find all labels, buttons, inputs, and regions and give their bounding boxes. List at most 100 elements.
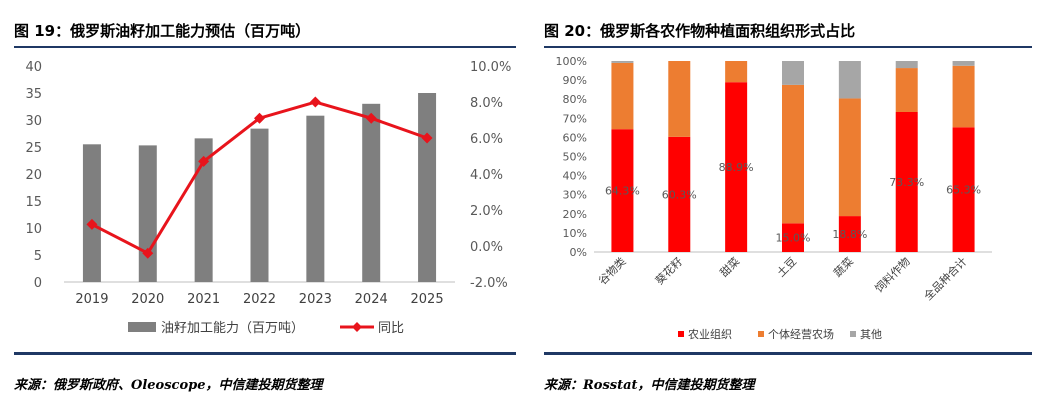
y-left-tick-label: 25 — [25, 141, 42, 156]
legend-marker-yoy — [352, 322, 362, 332]
y-left-tick-label: 35 — [25, 87, 42, 102]
capacity-bar — [250, 128, 269, 282]
x-tick-label: 谷物类 — [595, 254, 628, 287]
yoy-point — [421, 132, 433, 144]
stack-segment-agri-org — [952, 127, 975, 252]
x-tick-label: 2019 — [75, 292, 108, 307]
x-tick-label: 全品种合计 — [921, 254, 970, 303]
y-tick-label: 20% — [563, 208, 587, 221]
data-label: 15.0% — [776, 232, 811, 245]
legend-swatch — [678, 331, 684, 337]
y-tick-label: 100% — [556, 55, 587, 68]
stack-segment-agri-org — [668, 136, 691, 252]
x-tick-label: 饲料作物 — [872, 254, 913, 295]
crop-area-organization-chart: 0% 10% 20% 30% 40% 50% 60% 70% 80% 90% 100% 64.3% 谷物… — [556, 55, 992, 341]
legend-label-capacity: 油籽加工能力（百万吨） — [161, 321, 304, 336]
y-tick-label: 10% — [563, 227, 587, 240]
stack-segment-agri-org — [725, 82, 748, 252]
yoy-point — [254, 112, 265, 124]
yoy-point — [86, 218, 98, 230]
capacity-bar — [418, 93, 437, 282]
yoy-point — [365, 112, 377, 124]
x-tick-label: 葵花籽 — [653, 255, 686, 288]
data-label: 64.3% — [605, 185, 640, 198]
yoy-point — [198, 155, 210, 167]
x-tick-label: 甜菜 — [718, 255, 743, 280]
legend-label: 农业组织 — [688, 327, 732, 341]
y-left-tick-label: 0 — [34, 276, 42, 291]
stack-segment-agri-org — [895, 111, 918, 252]
stack-segment-other — [782, 61, 804, 85]
x-tick-label: 2023 — [299, 292, 332, 307]
y-tick-label: 90% — [563, 74, 587, 87]
stack-segment-individual-farm — [725, 61, 748, 83]
y-tick-label: 70% — [563, 112, 587, 125]
data-label: 18.8% — [832, 228, 867, 241]
y-tick-label: 0% — [570, 246, 587, 259]
data-label: 65.3% — [946, 184, 981, 197]
x-tick-label: 2022 — [243, 292, 276, 307]
stack-segment-individual-farm — [895, 68, 918, 112]
left-source-note: 来源：俄罗斯政府、Oleoscope，中信建投期货整理 — [14, 378, 323, 393]
legend-label: 个体经营农场 — [768, 327, 834, 341]
x-tick-label: 2021 — [187, 292, 220, 307]
stack-segment-other — [611, 61, 634, 63]
y-tick-label: 80% — [563, 93, 587, 106]
capacity-bar — [362, 103, 381, 282]
stack-segment-individual-farm — [668, 61, 691, 137]
stack-segment-other — [952, 61, 975, 66]
capacity-bar — [306, 115, 325, 283]
y-tick-label: 30% — [563, 189, 587, 202]
x-tick-label: 2020 — [131, 292, 164, 307]
stack-segment-individual-farm — [782, 84, 804, 224]
legend-swatch — [850, 331, 856, 337]
y-right-tick-label: -2.0% — [470, 276, 508, 291]
y-right-tick-label: 2.0% — [470, 204, 503, 219]
y-tick-label: 40% — [563, 170, 587, 183]
stack-segment-agri-org — [782, 223, 804, 252]
yoy-point — [142, 247, 154, 259]
stack-segment-other — [895, 61, 918, 69]
oilseed-capacity-chart: 0510152025303540-2.0%0.0%2.0%4.0%6.0%8.0… — [25, 60, 511, 336]
y-left-tick-label: 40 — [25, 60, 42, 75]
capacity-bar — [194, 138, 213, 282]
y-tick-label: 50% — [563, 151, 587, 164]
data-label: 88.9% — [719, 161, 754, 174]
y-left-tick-label: 10 — [25, 222, 42, 237]
y-left-tick-label: 5 — [34, 249, 42, 264]
x-tick-label: 2025 — [411, 292, 444, 307]
legend-swatch — [758, 331, 764, 337]
data-label: 60.3% — [662, 188, 697, 201]
x-tick-label: 蔬菜 — [831, 255, 856, 280]
capacity-bar — [138, 145, 157, 282]
y-right-tick-label: 6.0% — [470, 132, 503, 147]
left-bottom-rule — [14, 352, 516, 355]
capacity-bar — [82, 144, 101, 282]
data-label: 73.3% — [889, 176, 924, 189]
right-bottom-rule — [544, 352, 1032, 355]
stack-segment-agri-org — [611, 129, 634, 252]
legend-label: 其他 — [860, 328, 882, 341]
y-left-tick-label: 30 — [25, 114, 42, 129]
y-right-tick-label: 8.0% — [470, 96, 503, 111]
left-title-rule — [14, 46, 516, 48]
y-left-tick-label: 15 — [25, 195, 42, 210]
y-right-tick-label: 10.0% — [470, 60, 511, 75]
y-right-tick-label: 4.0% — [470, 168, 503, 183]
y-right-tick-label: 0.0% — [470, 240, 503, 255]
x-tick-label: 土豆 — [774, 255, 799, 280]
stack-segment-agri-org — [838, 216, 861, 252]
left-figure-title: 图 19：俄罗斯油籽加工能力预估（百万吨） — [14, 22, 311, 40]
stack-segment-individual-farm — [952, 65, 975, 128]
y-tick-label: 60% — [563, 131, 587, 144]
right-title-rule — [544, 46, 1032, 48]
y-left-tick-label: 20 — [25, 168, 42, 183]
stack-segment-individual-farm — [611, 62, 634, 130]
legend-swatch-capacity — [128, 322, 156, 332]
right-source-note: 来源：Rosstat，中信建投期货整理 — [544, 378, 755, 393]
stack-segment-other — [838, 61, 861, 99]
right-figure-title: 图 20：俄罗斯各农作物种植面积组织形式占比 — [544, 22, 856, 40]
x-tick-label: 2024 — [355, 292, 388, 307]
yoy-point — [309, 96, 321, 108]
legend-label-yoy: 同比 — [378, 321, 404, 336]
